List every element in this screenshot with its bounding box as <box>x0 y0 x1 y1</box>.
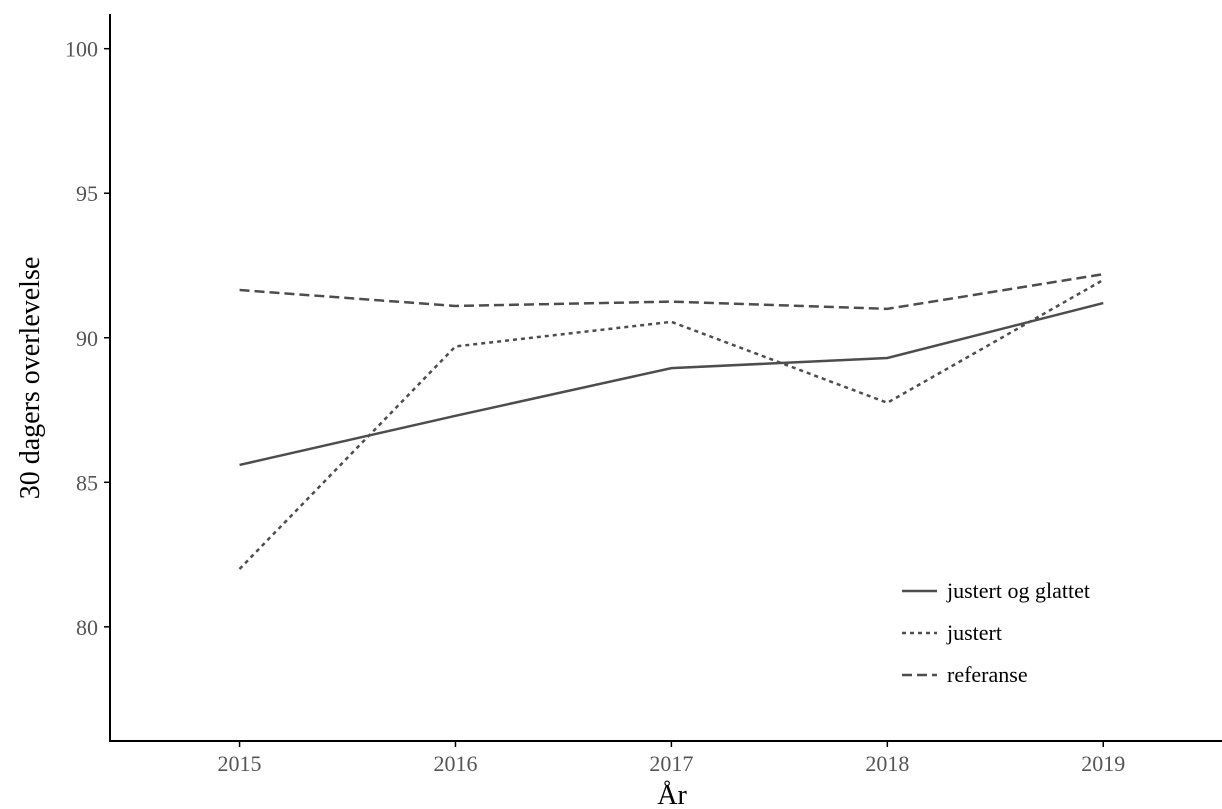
series-lines <box>238 272 1104 570</box>
x-tick-label: 2016 <box>433 751 477 776</box>
series-line-dotted <box>238 278 1104 570</box>
legend-label: referanse <box>947 662 1028 687</box>
y-tick-label: 90 <box>76 326 98 351</box>
legend-label: justert og glattet <box>946 578 1090 603</box>
y-tick-label: 80 <box>76 615 98 640</box>
x-axis-title: År <box>657 780 687 809</box>
y-tick-label: 85 <box>76 470 98 495</box>
x-tick-label: 2018 <box>865 751 909 776</box>
legend-label: justert <box>946 620 1002 645</box>
x-axis-ticks: 2015 2016 2017 2018 2019 <box>218 741 1125 776</box>
series-line-dashed <box>239 272 1104 311</box>
x-tick-label: 2019 <box>1081 751 1125 776</box>
legend: justert og glattet justert referanse <box>902 578 1090 687</box>
y-tick-label: 100 <box>65 37 98 62</box>
x-tick-label: 2017 <box>649 751 693 776</box>
x-tick-label: 2015 <box>218 751 262 776</box>
y-axis-title: 30 dagers overlevelse <box>15 257 46 500</box>
series-line-solid <box>239 301 1104 467</box>
y-axis-ticks: 80 85 90 95 100 <box>65 37 110 640</box>
y-tick-label: 95 <box>76 181 98 206</box>
